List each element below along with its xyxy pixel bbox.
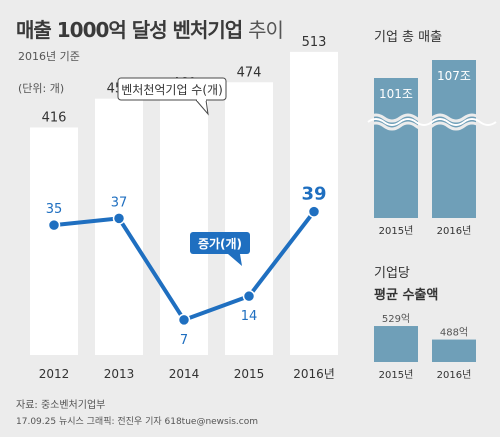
bar-legend-text: 벤처천억기업 수(개) bbox=[121, 82, 223, 97]
increase-value-label: 39 bbox=[301, 184, 326, 205]
main-bar-value-label: 474 bbox=[237, 65, 262, 80]
main-bar-value-label: 513 bbox=[302, 35, 327, 50]
bar-legend-box bbox=[117, 77, 227, 101]
side-chart-avg-export: 529억 2015년 488억 2016년 bbox=[374, 313, 476, 381]
avg-export-value-label: 529억 bbox=[382, 313, 410, 325]
line-series-group: 35 37 7 14 39 bbox=[46, 184, 327, 348]
unit-label: (단위: 개) bbox=[18, 82, 65, 95]
avg-export-category-label: 2016년 bbox=[437, 369, 472, 381]
side-chart-total-sales: 101조 2015년 107조 2016년 bbox=[367, 60, 497, 237]
page-title: 매출 1000억 달성 벤처기업 추이 bbox=[16, 14, 284, 43]
total-sales-category-label: 2016년 bbox=[437, 225, 472, 237]
increase-value-label: 37 bbox=[111, 195, 128, 210]
increase-value-label: 14 bbox=[241, 309, 258, 324]
line-legend-text: 증가(개) bbox=[198, 236, 242, 251]
avg-export-category-label: 2015년 bbox=[379, 369, 414, 381]
line-legend: 증가(개) bbox=[190, 232, 250, 266]
title-bold: 매출 1000억 달성 벤처기업 bbox=[16, 18, 243, 42]
category-labels: 2012 2013 2014 2015 2016년 bbox=[39, 367, 335, 381]
side-chart-title-avg-export-line2: 평균 수출액 bbox=[374, 288, 439, 303]
axis-break-wave bbox=[367, 113, 497, 123]
increase-point bbox=[47, 218, 61, 232]
increase-value-label: 7 bbox=[180, 333, 188, 348]
total-sales-bar bbox=[374, 78, 418, 218]
bar-legend: 벤처천억기업 수(개) bbox=[117, 77, 227, 116]
credit-note: 17.09.25 뉴시스 그래픽: 전진우 기자 618tue@newsis.c… bbox=[16, 417, 259, 427]
category-label: 2014 bbox=[169, 367, 200, 381]
side-chart-title-avg-export-line1: 기업당 bbox=[374, 266, 410, 281]
increase-point bbox=[177, 313, 191, 327]
side-chart-title-total-sales: 기업 총 매출 bbox=[374, 30, 443, 45]
main-bar-value-label: 416 bbox=[42, 111, 67, 126]
category-label: 2013 bbox=[104, 367, 135, 381]
avg-export-bar bbox=[432, 339, 476, 362]
avg-export-value-label: 488억 bbox=[440, 327, 468, 339]
total-sales-value-label: 107조 bbox=[437, 69, 471, 83]
axis-break-wave-outline bbox=[367, 118, 497, 126]
main-bar bbox=[95, 98, 143, 355]
category-label: 2015 bbox=[234, 367, 265, 381]
category-label: 2016년 bbox=[293, 367, 335, 381]
category-label: 2012 bbox=[39, 367, 70, 381]
increase-point bbox=[112, 212, 126, 225]
axis-break-wave bbox=[367, 121, 497, 131]
increase-point bbox=[242, 289, 256, 303]
subtitle: 2016년 기준 bbox=[18, 50, 80, 63]
source-note: 자료: 중소벤처기업부 bbox=[16, 400, 106, 411]
main-bar bbox=[225, 82, 273, 355]
line-legend-pointer bbox=[228, 254, 242, 266]
total-sales-bar bbox=[432, 60, 476, 218]
main-bar bbox=[160, 93, 208, 355]
increase-point bbox=[307, 205, 321, 218]
total-sales-value-label: 101조 bbox=[379, 87, 413, 101]
avg-export-bar bbox=[374, 326, 418, 362]
main-bar bbox=[30, 127, 78, 356]
title-light: 추이 bbox=[248, 18, 284, 42]
line-legend-box bbox=[190, 232, 250, 254]
increase-value-label: 35 bbox=[46, 202, 63, 217]
total-sales-category-label: 2015년 bbox=[379, 225, 414, 237]
main-bar bbox=[290, 51, 338, 356]
